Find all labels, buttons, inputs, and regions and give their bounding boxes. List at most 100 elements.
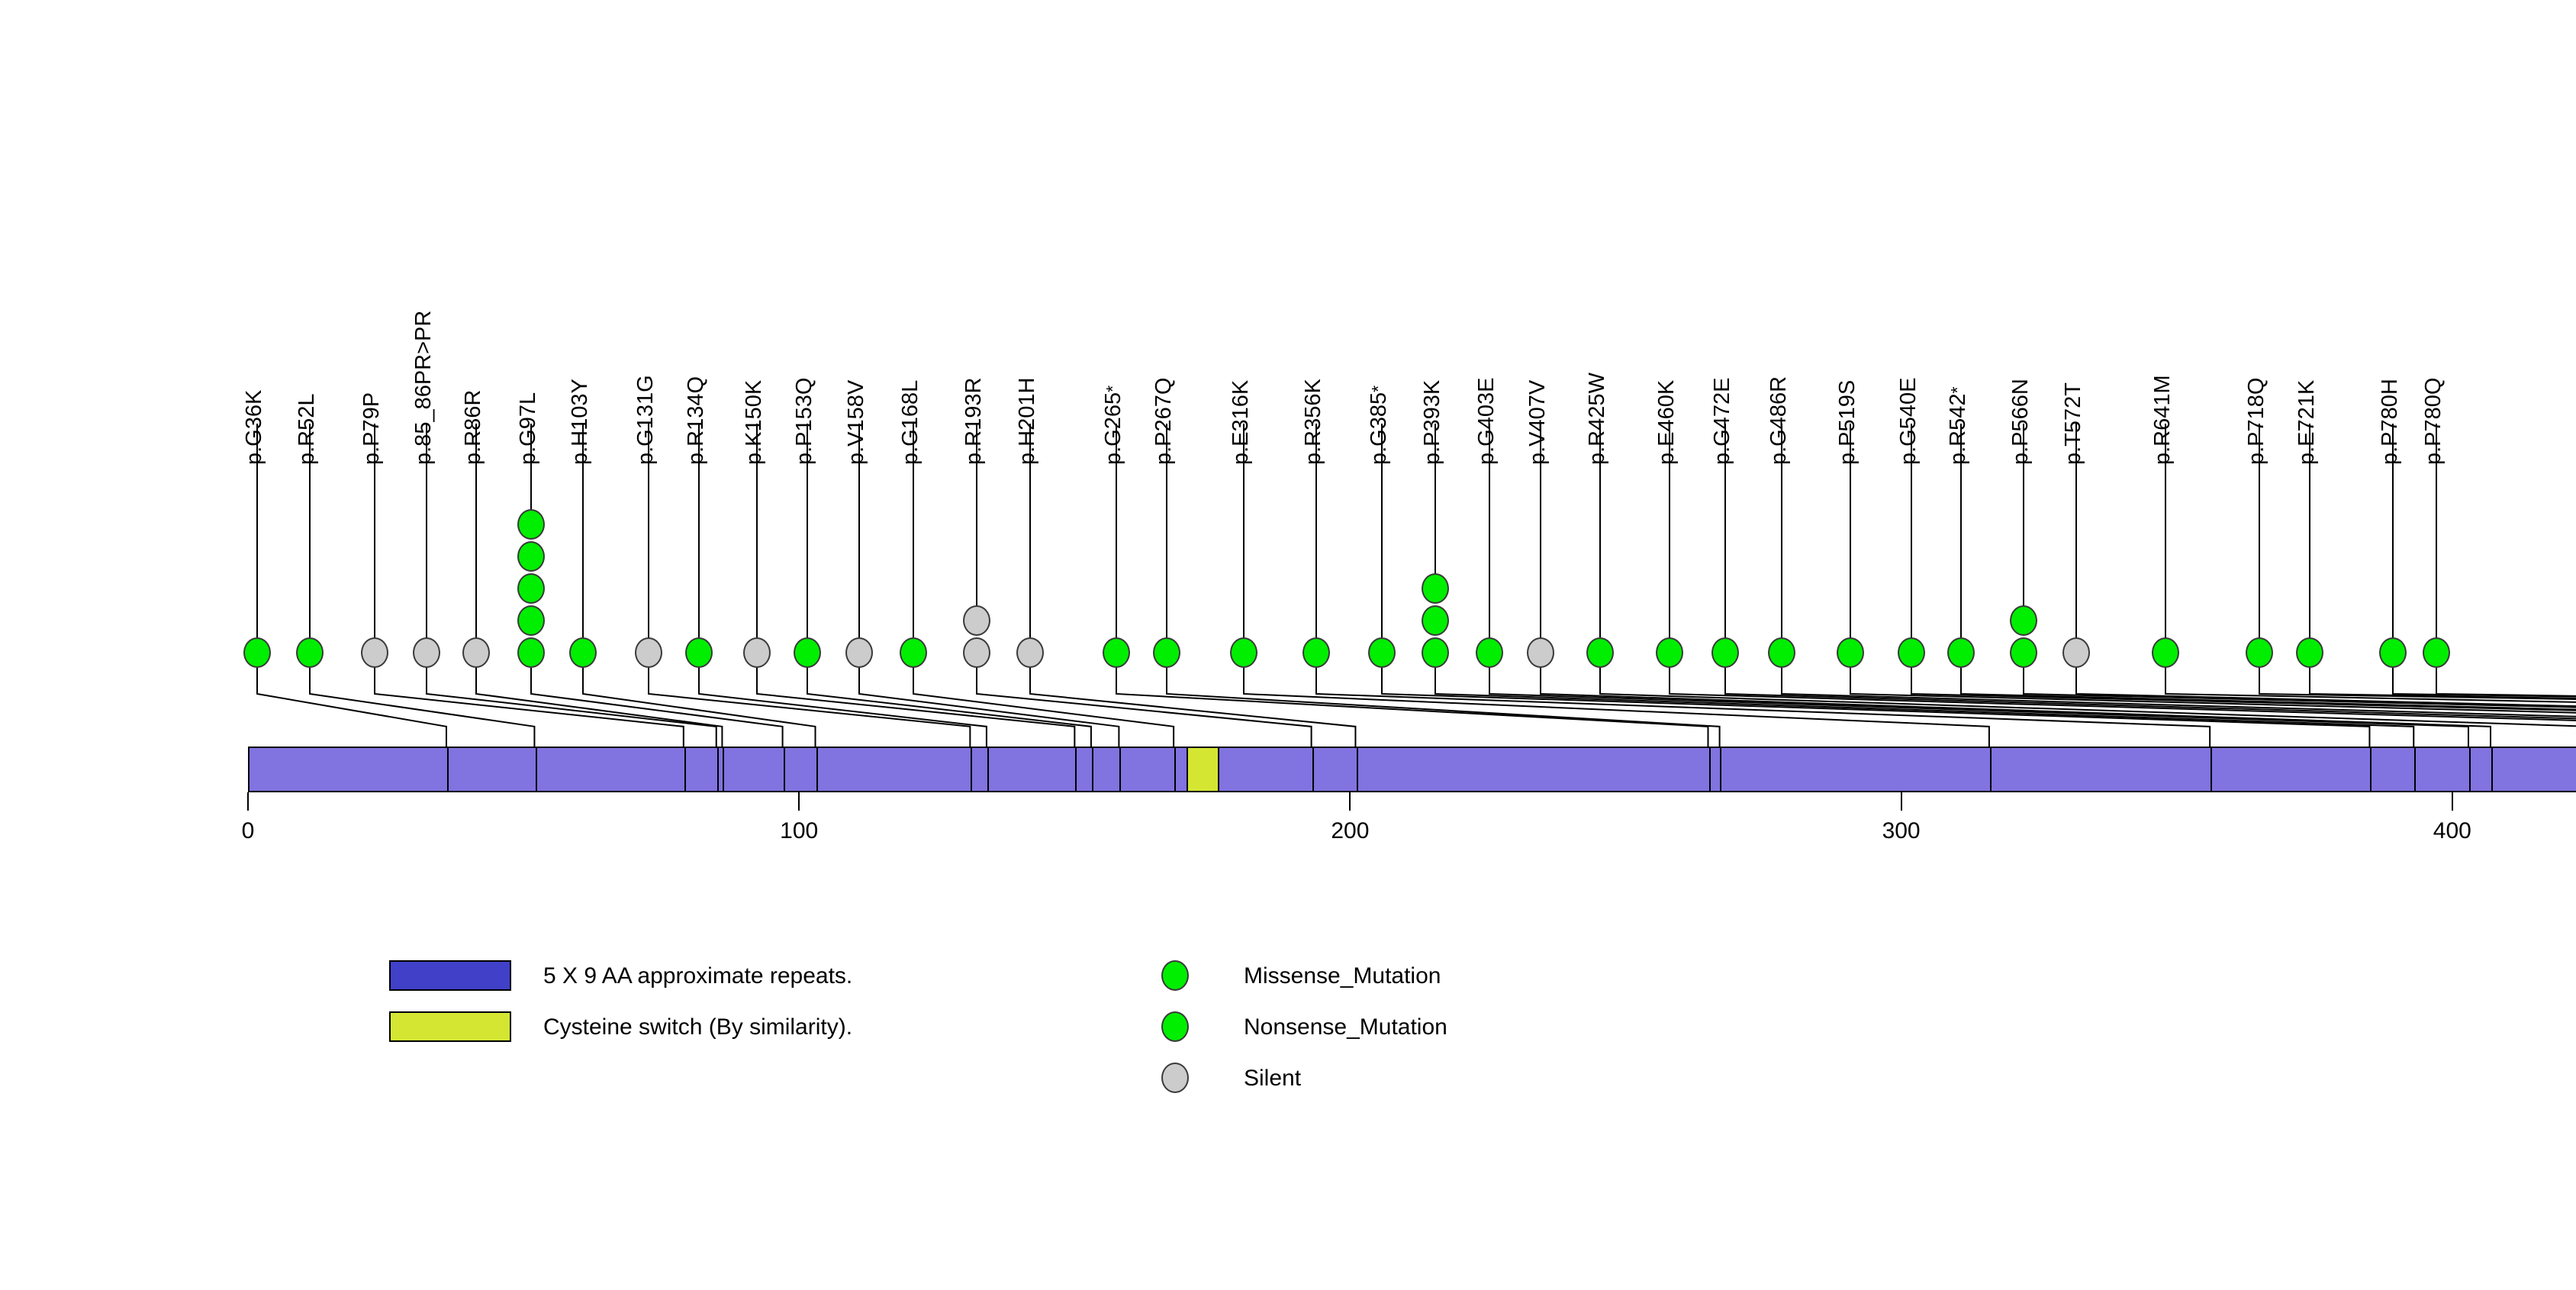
lollipop-stem (582, 424, 584, 653)
lollipop-head[interactable] (1152, 637, 1180, 668)
lollipop-stem (2164, 424, 2166, 653)
backbone-segment-tick (1356, 748, 1358, 791)
lollipop-stem (309, 424, 311, 653)
lollipop-head[interactable] (1476, 637, 1504, 668)
lollipop-head[interactable] (900, 637, 928, 668)
lollipop-stem (807, 424, 809, 653)
mutation-label: p.K150K (741, 379, 766, 465)
lollipop-connector (1029, 656, 1357, 747)
mutation-label: p.P393K (1419, 379, 1444, 465)
protein-backbone (248, 747, 2576, 792)
lollipop-head[interactable] (1421, 637, 1449, 668)
lollipop-head[interactable] (517, 573, 545, 604)
lollipop-head[interactable] (517, 509, 545, 540)
lollipop-head[interactable] (2062, 637, 2090, 668)
lollipop-head[interactable] (1421, 573, 1449, 604)
legend-mutation-label: Silent (1244, 1066, 1302, 1091)
lollipop-head[interactable] (2010, 637, 2038, 668)
mutation-label: p.V158V (843, 379, 868, 465)
lollipop-stem (1668, 424, 1670, 653)
axis-tick-label: 400 (2433, 818, 2471, 843)
mutation-label: p.H201H (1015, 377, 1040, 465)
lollipop-head[interactable] (684, 637, 713, 668)
backbone-segment-tick (2491, 748, 2494, 791)
lollipop-head[interactable] (1016, 637, 1045, 668)
lollipop-head[interactable] (1368, 637, 1396, 668)
legend-domain-label: Cysteine switch (By similarity). (543, 1014, 853, 1040)
backbone-segment-tick (2414, 748, 2417, 791)
lollipop-head[interactable] (1655, 637, 1683, 668)
lollipop-head[interactable] (1768, 637, 1796, 668)
lollipop-head[interactable] (1946, 637, 1975, 668)
lollipop-stem (858, 424, 860, 653)
lollipop-head[interactable] (1230, 637, 1258, 668)
legend-mutation-dot (1161, 1011, 1189, 1042)
lollipop-head[interactable] (517, 605, 545, 636)
lollipop-head[interactable] (794, 637, 822, 668)
lollipop-head[interactable] (1421, 605, 1449, 636)
lollipop-head[interactable] (1897, 637, 1925, 668)
axis-tick (1900, 792, 1902, 811)
mutation-label: p.G385* (1367, 385, 1392, 465)
legend-mutation-label: Missense_Mutation (1244, 963, 1441, 988)
mutation-label: p.R542* (1945, 386, 1970, 465)
lollipop-connector (1724, 656, 2576, 720)
lollipop-head[interactable] (1836, 637, 1864, 668)
mutation-label: p.R52L (295, 393, 320, 465)
lollipop-connector (2075, 656, 2576, 708)
lollipop-head[interactable] (963, 605, 991, 636)
lollipop-head[interactable] (2379, 637, 2407, 668)
mutation-label: p.R134Q (683, 376, 708, 465)
lollipop-connector (2308, 656, 2576, 699)
lollipop-connector (647, 656, 971, 747)
backbone-segment-tick (1091, 748, 1093, 791)
backbone-segment-tick (783, 748, 785, 791)
mutation-label: p.G486R (1766, 376, 1792, 465)
lollipop-connector (426, 656, 717, 747)
lollipop-connector (256, 656, 447, 747)
lollipop-head[interactable] (569, 637, 597, 668)
lollipop-head[interactable] (2423, 637, 2450, 668)
backbone-segment-tick (723, 748, 725, 791)
lollipop-connector (2436, 656, 2576, 697)
mutation-label: p.G97L (515, 392, 540, 465)
lollipop-stem (976, 424, 978, 621)
lollipop-connector (858, 656, 1120, 747)
mutation-label: p.R425W (1585, 372, 1609, 465)
mutation-label: p.P566N (2008, 379, 2033, 465)
lollipop-head[interactable] (1586, 637, 1614, 668)
lollipop-connector (1910, 656, 2576, 711)
lollipop-head[interactable] (845, 637, 873, 668)
lollipop-stem (426, 424, 428, 653)
lollipop-head[interactable] (1527, 637, 1555, 668)
lollipop-head[interactable] (1302, 637, 1330, 668)
axis-tick-label: 300 (1882, 818, 1921, 843)
lollipop-head[interactable] (517, 541, 545, 572)
backbone-segment-tick (1119, 748, 1122, 791)
legend-domain-label: 5 X 9 AA approximate repeats. (543, 963, 853, 988)
lollipop-head[interactable] (243, 637, 271, 668)
lollipop-connector (1540, 656, 2492, 747)
lollipop-connector (2164, 656, 2576, 703)
lollipop-head[interactable] (963, 637, 991, 668)
lollipop-head[interactable] (360, 637, 388, 668)
lollipop-head[interactable] (2151, 637, 2179, 668)
axis-tick (1349, 792, 1351, 811)
lollipop-head[interactable] (1103, 637, 1131, 668)
protein-domain[interactable] (1186, 748, 1220, 791)
lollipop-head[interactable] (2245, 637, 2273, 668)
lollipop-stem (1959, 424, 1962, 653)
mutation-label: p.G131G (633, 375, 658, 465)
lollipop-head[interactable] (2010, 605, 2038, 636)
mutation-label: p.G36K (242, 389, 266, 465)
lollipop-head[interactable] (462, 637, 490, 668)
lollipop-head[interactable] (634, 637, 662, 668)
lollipop-head[interactable] (1711, 637, 1739, 668)
lollipop-connector (1489, 656, 2470, 747)
lollipop-head[interactable] (296, 637, 324, 668)
lollipop-head[interactable] (413, 637, 441, 668)
mutation-label: p.P153Q (792, 377, 817, 465)
lollipop-head[interactable] (2295, 637, 2323, 668)
lollipop-head[interactable] (517, 637, 545, 668)
lollipop-head[interactable] (742, 637, 771, 668)
